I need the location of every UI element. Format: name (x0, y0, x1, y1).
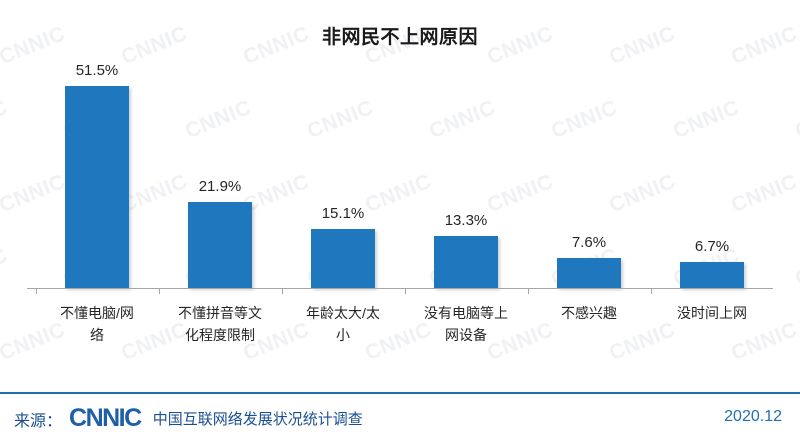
source-label: 来源： (14, 412, 63, 430)
bar-value-label: 13.3% (444, 212, 488, 229)
category-label: 不懂电脑/网络 (60, 305, 134, 343)
chart-title: 非网民不上网原因 (321, 27, 478, 48)
footer-bar: 来源： CNNIC 中国互联网络发展状况统计调查 2020.12 (0, 394, 800, 441)
bar-value-label: 7.6% (571, 234, 607, 251)
bar (557, 258, 621, 288)
bar (311, 229, 375, 288)
bar-value-label: 6.7% (694, 238, 730, 255)
survey-name-label: 中国互联网络发展状况统计调查 (152, 411, 363, 428)
category-label: 没有电脑等上 网设备 (424, 305, 508, 343)
cnnic-logo: CNNIC (69, 404, 142, 432)
bar (434, 236, 498, 288)
bar (188, 202, 252, 288)
plot-area: 51.5% 不懂电脑/网络 21.9% 不懂拼音等文 化程度限制 15.1% 年龄太大/太小… (27, 62, 773, 343)
footer-source-group: 来源： CNNIC 中国互联网络发展状况统计调查 (14, 404, 363, 433)
bar (680, 262, 744, 288)
axis-tick (528, 289, 529, 294)
category-label: 没时间上网 (677, 305, 747, 321)
bar-value-label: 15.1% (321, 205, 365, 222)
category-label: 年龄太大/太小 (306, 305, 380, 343)
category-label: 不感兴趣 (561, 305, 617, 321)
x-axis-line (27, 288, 773, 289)
bar-value-label: 21.9% (198, 178, 242, 195)
axis-tick (36, 289, 37, 294)
axis-tick (282, 289, 283, 294)
axis-tick (159, 289, 160, 294)
bar-value-label: 51.5% (75, 62, 119, 79)
category-label: 不懂拼音等文 化程度限制 (178, 305, 262, 343)
report-date: 2020.12 (724, 408, 782, 425)
footer-divider (0, 392, 800, 394)
bar (65, 86, 129, 288)
axis-tick (651, 289, 652, 294)
axis-tick (405, 289, 406, 294)
